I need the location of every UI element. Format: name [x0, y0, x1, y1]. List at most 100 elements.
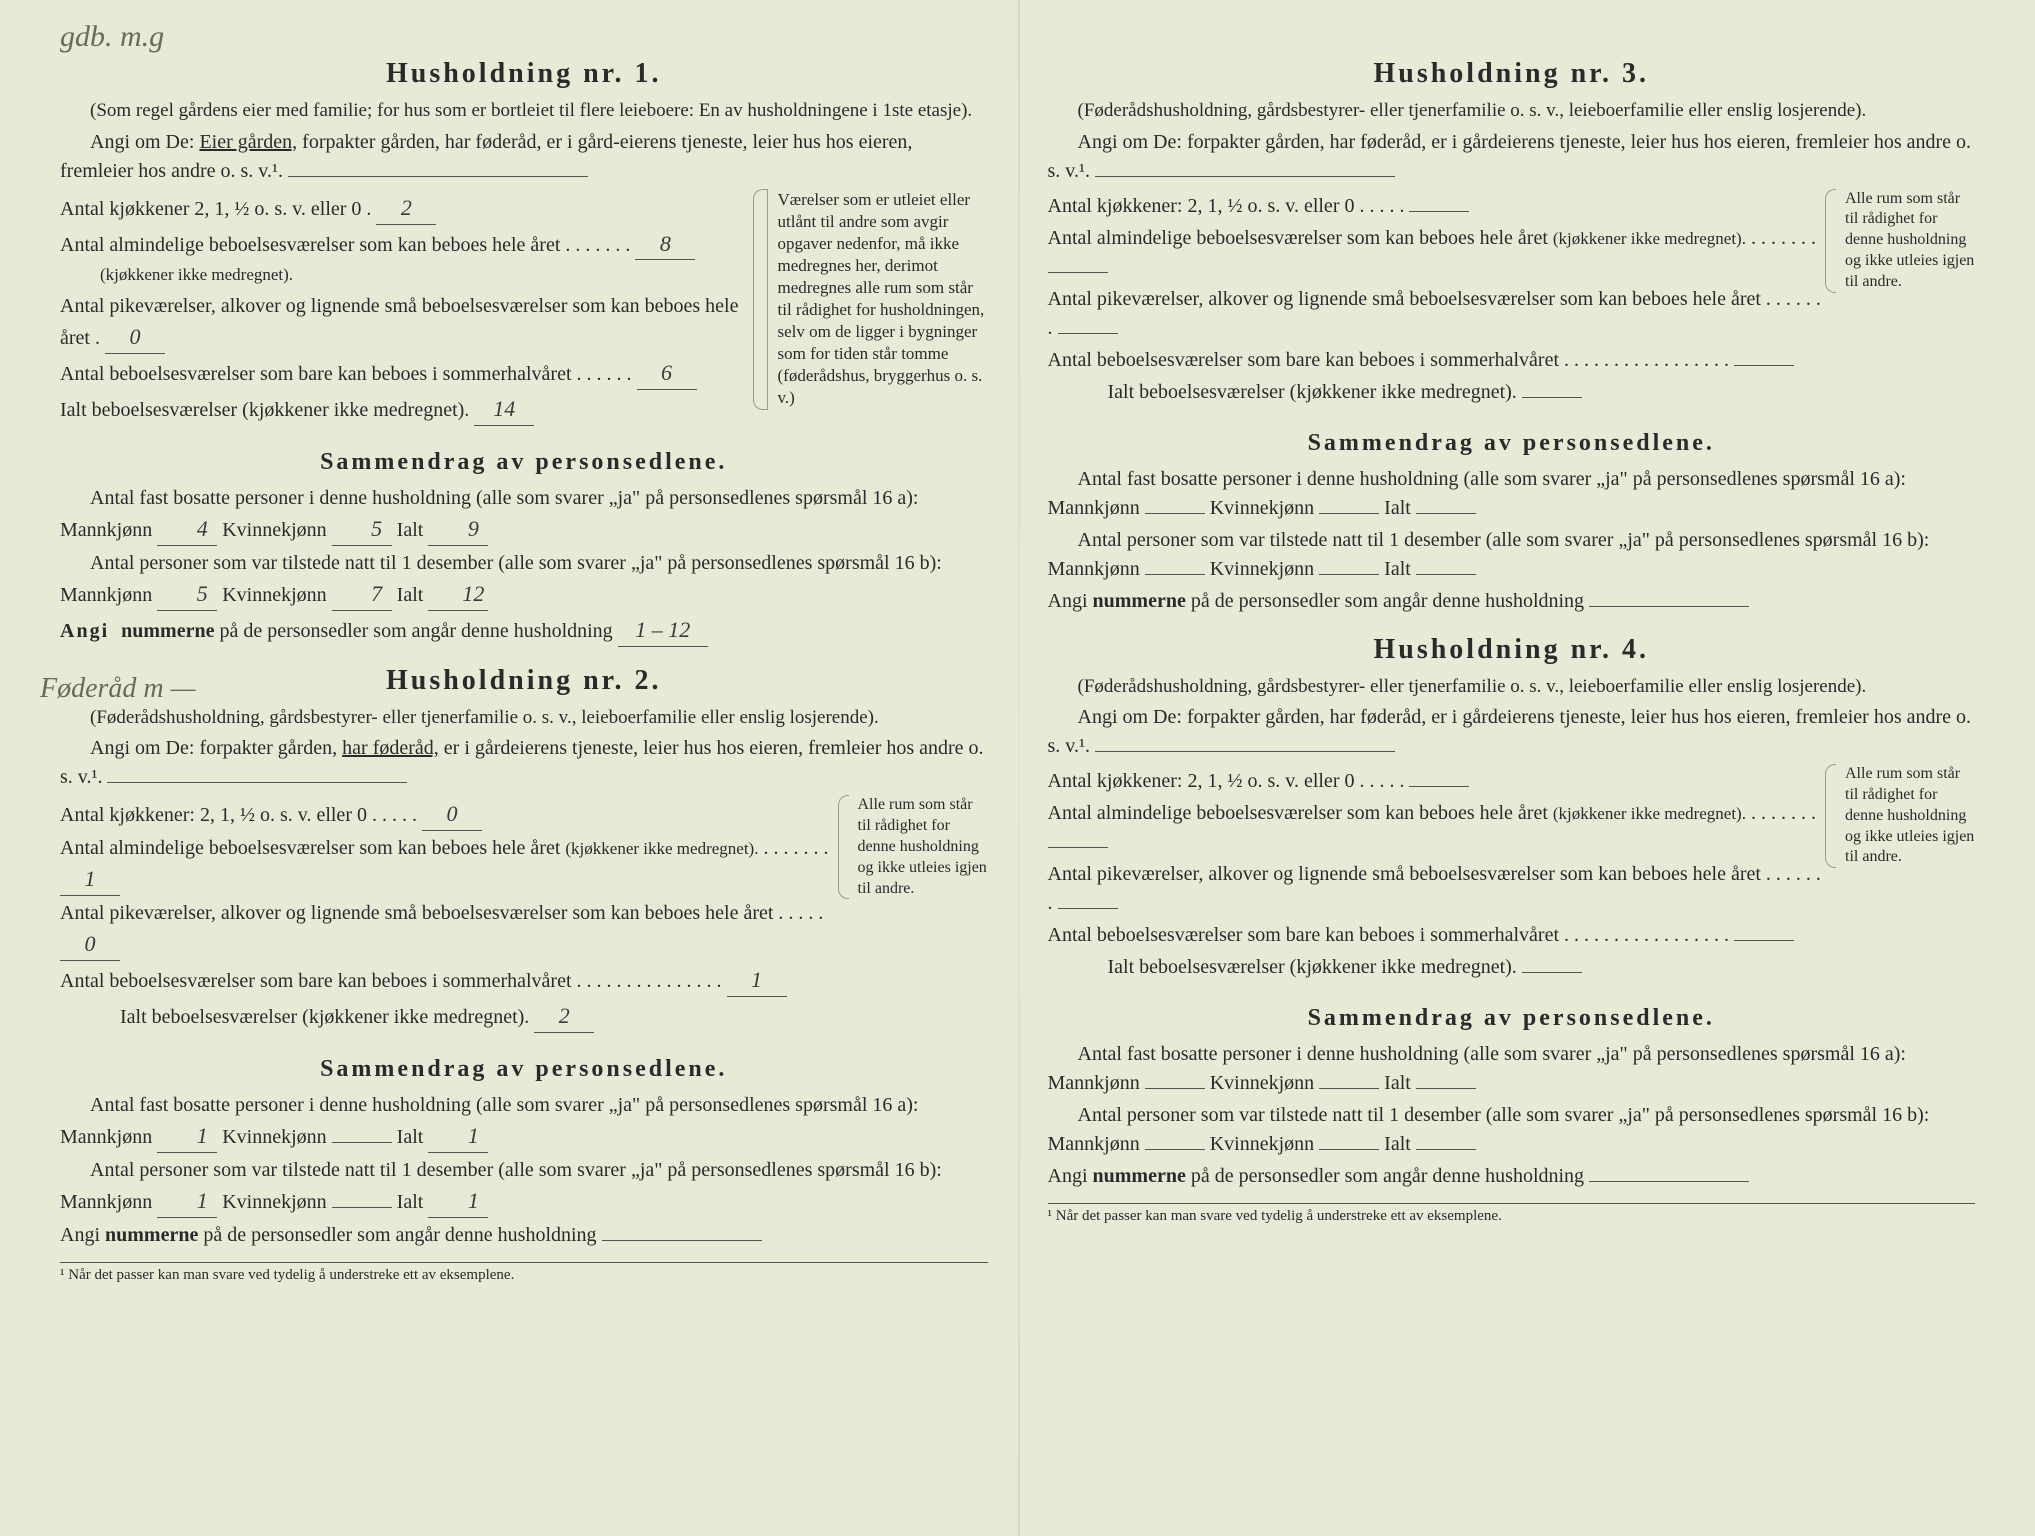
h1-desc: (Som regel gårdens eier med familie; for…	[60, 98, 988, 124]
h1-anginum-text: nummerne på de personsedler som angår de…	[121, 620, 613, 642]
h1-fast-text: Antal fast bosatte personer i denne hush…	[90, 487, 919, 509]
h1-tilstede-text: Antal personer som var tilstede natt til…	[90, 552, 942, 574]
h2-kjokken-row: Antal kjøkkener: 2, 1, ½ o. s. v. eller …	[60, 798, 838, 831]
h3-summary-title: Sammendrag av personsedlene.	[1048, 430, 1976, 457]
h2-mann-val: 1	[157, 1120, 217, 1153]
h4-side-note: Alle rum som står til rådighet for denne…	[1837, 764, 1975, 868]
h1-anginum-row: Angi nummerne på de personsedler som ang…	[60, 614, 988, 647]
h1-tilstede-row: Antal personer som var tilstede natt til…	[60, 549, 988, 611]
h3-ialt-label: Ialt	[1384, 497, 1411, 519]
h4-pike-val	[1058, 908, 1118, 909]
h1-angi-underlined: Eier gården,	[199, 131, 297, 153]
h2-alm-row: Antal almindelige beboelsesværelser som …	[60, 834, 838, 896]
h4-tialt-val	[1416, 1149, 1476, 1150]
h2-angi-underlined: har føderåd,	[342, 737, 439, 759]
h4-tmann-label: Mannkjønn	[1048, 1133, 1140, 1155]
h4-tkvinne-val	[1319, 1149, 1379, 1150]
h1-pike-row: Antal pikeværelser, alkover og lignende …	[60, 292, 755, 354]
h4-alm-row: Antal almindelige beboelsesværelser som …	[1048, 799, 1826, 857]
h2-fast-row: Antal fast bosatte personer i denne hush…	[60, 1091, 988, 1153]
h3-tkvinne-val	[1319, 574, 1379, 575]
h3-anginum-row: Angi nummerne på de personsedler som ang…	[1048, 587, 1976, 616]
h3-kjokken-row: Antal kjøkkener: 2, 1, ½ o. s. v. eller …	[1048, 192, 1826, 221]
h4-tmann-val	[1145, 1149, 1205, 1150]
h3-fast-row: Antal fast bosatte personer i denne hush…	[1048, 465, 1976, 523]
h3-alm-row: Antal almindelige beboelsesværelser som …	[1048, 224, 1826, 282]
h3-anginum-val	[1589, 606, 1749, 607]
h3-tilstede-row: Antal personer som var tilstede natt til…	[1048, 526, 1976, 584]
h2-rooms-block: Antal kjøkkener: 2, 1, ½ o. s. v. eller …	[60, 795, 988, 1035]
h3-sommer-row: Antal beboelsesværelser som bare kan beb…	[1048, 346, 1826, 375]
h3-pike-val	[1058, 333, 1118, 334]
h4-tilstede-text: Antal personer som var tilstede natt til…	[1078, 1104, 1930, 1126]
h1-fast-row: Antal fast bosatte personer i denne hush…	[60, 484, 988, 546]
h2-ialt-row: Ialt beboelsesværelser (kjøkkener ikke m…	[120, 1000, 838, 1033]
h3-side-note: Alle rum som står til rådighet for denne…	[1837, 189, 1975, 293]
h2-alm-val: 1	[60, 863, 120, 896]
h1-kvinne-label: Kvinnekjønn	[222, 519, 326, 541]
h3-angi: Angi om De: forpakter gården, har føderå…	[1048, 128, 1976, 186]
h4-pike-q: Antal pikeværelser, alkover og lignende …	[1048, 863, 1761, 885]
h3-title: Husholdning nr. 3.	[1048, 58, 1976, 90]
h1-anginum-val: 1 – 12	[618, 614, 708, 647]
h4-mann-val	[1145, 1088, 1205, 1089]
h3-kvinne-label: Kvinnekjønn	[1210, 497, 1314, 519]
h2-pike-q: Antal pikeværelser, alkover og lignende …	[60, 902, 773, 924]
h4-angi-options: forpakter gården, har føderåd, er i gård…	[1048, 706, 1972, 757]
h1-anginum-label: Angi	[60, 620, 116, 642]
h1-mann-label: Mannkjønn	[60, 519, 152, 541]
h1-kjokken-row: Antal kjøkkener 2, 1, ½ o. s. v. eller 0…	[60, 192, 755, 225]
h4-anginum-row: Angi nummerne på de personsedler som ang…	[1048, 1162, 1976, 1191]
h1-summary-title: Sammendrag av personsedlene.	[60, 449, 988, 476]
h4-alm-q: Antal almindelige beboelsesværelser som …	[1048, 802, 1548, 824]
h1-alm-row: Antal almindelige beboelsesværelser som …	[60, 228, 755, 290]
h1-alm-q: Antal almindelige beboelsesværelser som …	[60, 234, 560, 256]
h2-tilstede-text: Antal personer som var tilstede natt til…	[90, 1159, 942, 1181]
h1-rooms-block: Antal kjøkkener 2, 1, ½ o. s. v. eller 0…	[60, 189, 988, 429]
h4-kvinne-label: Kvinnekjønn	[1210, 1072, 1314, 1094]
h2-ialt-val: 2	[534, 1000, 594, 1033]
h1-tmann-val: 5	[157, 578, 217, 611]
h2-tialt-val: 1	[428, 1185, 488, 1218]
h2-kvinne-label: Kvinnekjønn	[222, 1126, 326, 1148]
h2-fast-text: Antal fast bosatte personer i denne hush…	[90, 1094, 919, 1116]
h2-tkvinne-val	[332, 1207, 392, 1208]
page-fold	[1018, 0, 1020, 1536]
h3-alm-q: Antal almindelige beboelsesværelser som …	[1048, 227, 1548, 249]
h4-tkvinne-label: Kvinnekjønn	[1210, 1133, 1314, 1155]
h1-kjokken-q: Antal kjøkkener 2, 1, ½ o. s. v. eller 0	[60, 198, 361, 220]
h4-alm-val	[1048, 847, 1108, 848]
h3-tialt-label: Ialt	[1384, 558, 1411, 580]
h2-tkvinne-label: Kvinnekjønn	[222, 1191, 326, 1213]
h4-kjokken-val	[1409, 786, 1469, 787]
h3-tilstede-text: Antal personer som var tilstede natt til…	[1078, 529, 1930, 551]
h4-fast-text: Antal fast bosatte personer i denne hush…	[1078, 1043, 1907, 1065]
h1-tialt-val: 12	[428, 578, 488, 611]
h4-ialt-q: Ialt beboelsesværelser (kjøkkener ikke m…	[1108, 956, 1517, 978]
h3-ialt-val	[1522, 397, 1582, 398]
right-column: Husholdning nr. 3. (Føderådshusholdning,…	[1048, 40, 1976, 1506]
h4-tilstede-row: Antal personer som var tilstede natt til…	[1048, 1101, 1976, 1159]
h4-tialt-label: Ialt	[1384, 1133, 1411, 1155]
h4-angi-label: Angi om De:	[1078, 706, 1182, 728]
h3-sommer-q: Antal beboelsesværelser som bare kan beb…	[1048, 349, 1560, 371]
h2-sommer-q: Antal beboelsesværelser som bare kan beb…	[60, 970, 572, 992]
h2-sialt-val: 1	[428, 1120, 488, 1153]
h1-tmann-label: Mannkjønn	[60, 584, 152, 606]
h4-sialt-val	[1416, 1088, 1476, 1089]
footnote-left: ¹ Når det passer kan man svare ved tydel…	[60, 1262, 988, 1284]
h3-tmann-label: Mannkjønn	[1048, 558, 1140, 580]
h2-mann-label: Mannkjønn	[60, 1126, 152, 1148]
h1-kjokken-val: 2	[376, 192, 436, 225]
h4-title: Husholdning nr. 4.	[1048, 634, 1976, 666]
h1-alm-val: 8	[635, 228, 695, 261]
h1-sialt-val: 9	[428, 513, 488, 546]
h3-pike-q: Antal pikeværelser, alkover og lignende …	[1048, 288, 1761, 310]
h4-angi: Angi om De: forpakter gården, har føderå…	[1048, 703, 1976, 761]
h3-sommer-val	[1734, 365, 1794, 366]
h1-ialt-q: Ialt beboelsesværelser (kjøkkener ikke m…	[60, 399, 469, 421]
h2-alm-note: (kjøkkener ikke medregnet).	[565, 839, 758, 858]
h2-side-note: Alle rum som står til rådighet for denne…	[850, 795, 988, 899]
h3-tmann-val	[1145, 574, 1205, 575]
h4-mann-label: Mannkjønn	[1048, 1072, 1140, 1094]
